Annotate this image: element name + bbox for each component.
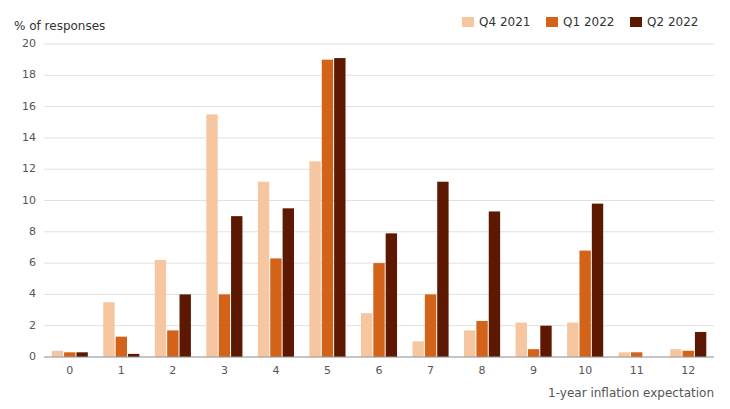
x-tick-label: 1 (118, 364, 125, 377)
y-tick-label: 2 (29, 319, 36, 332)
bar (579, 251, 590, 357)
bar (258, 182, 269, 357)
x-tick-label: 10 (578, 364, 592, 377)
legend-swatch (462, 17, 474, 27)
bar (322, 60, 333, 357)
bar (334, 58, 345, 357)
bars (52, 58, 707, 357)
bar (64, 352, 75, 357)
legend-swatch (546, 17, 558, 27)
bar (76, 352, 87, 357)
grid-line (44, 200, 714, 201)
y-tick-label: 20 (22, 37, 36, 50)
grid-line (44, 357, 714, 358)
x-axis-line (44, 357, 714, 358)
y-tick-label: 4 (29, 287, 36, 300)
bar (516, 323, 527, 357)
bar (373, 263, 384, 357)
bar (386, 233, 397, 357)
bar (167, 330, 178, 357)
legend-label: Q4 2021 (479, 15, 530, 29)
bar (52, 351, 63, 357)
grid-line (44, 75, 714, 76)
x-tick-label: 11 (630, 364, 644, 377)
bar (206, 114, 217, 357)
bar (425, 294, 436, 357)
grid (44, 44, 714, 357)
y-tick-label: 18 (22, 68, 36, 81)
bar (180, 294, 191, 357)
bar (695, 332, 706, 357)
bar (103, 302, 114, 357)
legend-label: Q1 2022 (563, 15, 614, 29)
bar (283, 208, 294, 357)
bar (309, 161, 320, 357)
y-tick-label: 10 (22, 194, 36, 207)
x-tick-label: 0 (66, 364, 73, 377)
x-tick-label: 4 (272, 364, 279, 377)
bar (361, 313, 372, 357)
x-tick-label: 6 (376, 364, 383, 377)
y-tick-label: 16 (22, 100, 36, 113)
bar (219, 294, 230, 357)
bar (476, 321, 487, 357)
bar (489, 211, 500, 357)
y-tick-label: 14 (22, 131, 36, 144)
grid-line (44, 44, 714, 45)
grid-line (44, 169, 714, 170)
grid-line (44, 106, 714, 107)
grid-line (44, 137, 714, 138)
chart-container: 0246810121416182001234567891011121-year … (0, 0, 730, 409)
bar (567, 323, 578, 357)
x-tick-label: 7 (427, 364, 434, 377)
x-tick-label: 2 (169, 364, 176, 377)
y-tick-label: 0 (29, 350, 36, 363)
bar (464, 330, 475, 357)
x-tick-label: 12 (681, 364, 695, 377)
x-axis-label: 1-year inflation expectation (548, 386, 714, 400)
x-tick-label: 3 (221, 364, 228, 377)
x-tick-label: 8 (479, 364, 486, 377)
bar (683, 351, 694, 357)
bar (155, 260, 166, 357)
y-tick-label: 6 (29, 256, 36, 269)
bar (528, 349, 539, 357)
bar (540, 326, 551, 357)
y-tick-label: 12 (22, 162, 36, 175)
bar (670, 349, 681, 357)
bar (270, 258, 281, 357)
x-tick-label: 5 (324, 364, 331, 377)
bar (619, 352, 630, 357)
y-tick-label: 8 (29, 225, 36, 238)
bar (592, 204, 603, 357)
legend-swatch (630, 17, 642, 27)
bar (116, 337, 127, 357)
bar (231, 216, 242, 357)
bar (412, 341, 423, 357)
x-tick-label: 9 (530, 364, 537, 377)
y-axis-label: % of responses (14, 19, 105, 33)
bar (631, 352, 642, 357)
bar (437, 182, 448, 357)
chart-svg: 0246810121416182001234567891011121-year … (0, 0, 730, 409)
grid-line (44, 231, 714, 232)
legend: Q4 2021 Q1 2022 Q2 2022 (462, 15, 698, 29)
legend-label: Q2 2022 (647, 15, 698, 29)
